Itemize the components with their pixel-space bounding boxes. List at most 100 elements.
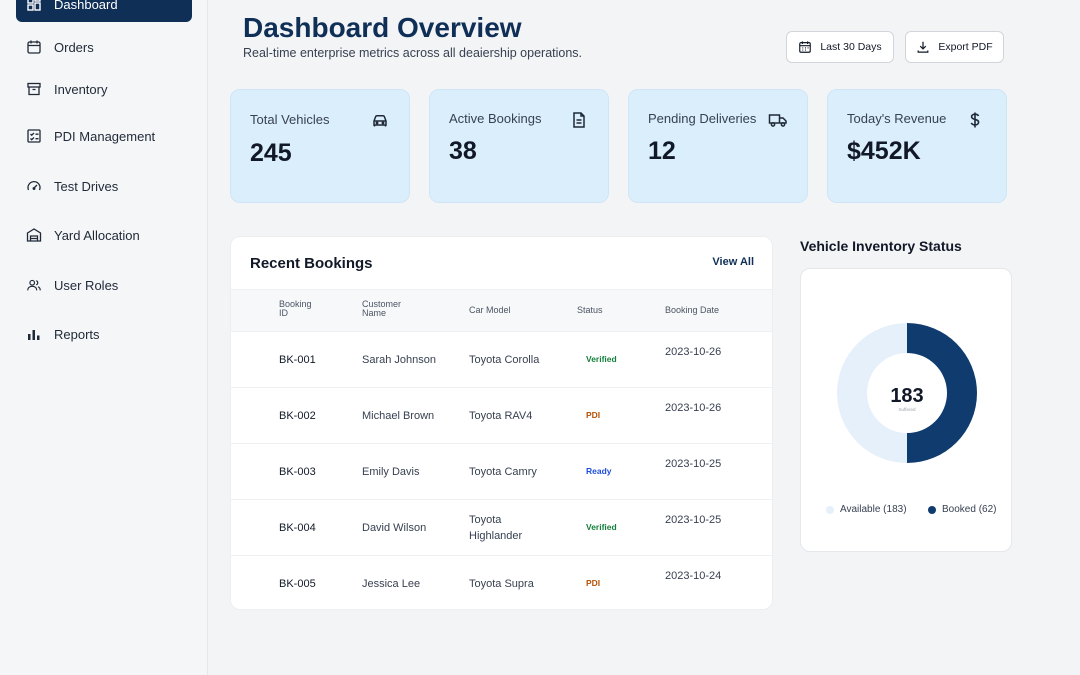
legend-swatch-available <box>826 505 834 514</box>
booking-id: BK-002 <box>279 410 316 422</box>
bar-chart-icon <box>28 330 40 340</box>
donut-center-value: 183 <box>890 385 923 407</box>
calendar-icon <box>799 41 812 53</box>
sidebar-item-dashboard[interactable]: Dashboard <box>16 0 192 22</box>
dashboard-icon <box>27 0 41 11</box>
status-badge: PDI <box>586 578 601 588</box>
car-icon <box>373 115 387 127</box>
stat-label: Total Vehicles <box>250 112 330 127</box>
export-pdf-label: Export PDF <box>938 41 993 53</box>
sidebar-item-label: Reports <box>54 326 100 342</box>
truck-icon <box>768 114 787 127</box>
car-model: Toyota Highlander <box>469 514 523 542</box>
stat-value: 12 <box>648 137 676 165</box>
sidebar-item-label: Yard Allocation <box>54 227 140 243</box>
booking-date: 2023-10-24 <box>665 570 722 582</box>
sidebar-item-test-drives[interactable]: Test Drives <box>16 168 192 204</box>
car-model: Toyota Supra <box>469 578 534 590</box>
customer-name: David Wilson <box>362 522 427 534</box>
stat-label: Active Bookings <box>449 111 542 126</box>
column-header-status: Status <box>577 305 603 315</box>
sidebar-item-user-roles[interactable]: User Roles <box>16 267 192 303</box>
table-row[interactable]: BK-002 Michael Brown Toyota RAV4 PDI 202… <box>231 388 772 444</box>
stat-value: 245 <box>250 139 292 167</box>
stat-card-active-bookings: Active Bookings 38 <box>429 89 609 203</box>
table-row[interactable]: BK-003 Emily Davis Toyota Camry Ready 20… <box>231 444 772 500</box>
sidebar-item-label: Test Drives <box>54 178 119 194</box>
recent-bookings-title: Recent Bookings <box>250 255 373 272</box>
stat-value: $452K <box>847 137 921 165</box>
checklist-icon <box>27 129 41 143</box>
legend-swatch-booked <box>928 505 936 514</box>
status-badge: Ready <box>586 466 612 476</box>
sidebar-item-pdi-management[interactable]: PDI Management <box>16 118 192 154</box>
status-badge: PDI <box>586 410 601 420</box>
booking-date: 2023-10-26 <box>665 402 722 414</box>
column-header-customer-name: Customer Name <box>362 299 402 318</box>
calendar-icon <box>27 40 41 54</box>
legend-label-booked: Booked (62) <box>942 504 997 515</box>
booking-date: 2023-10-26 <box>665 346 722 358</box>
booking-id: BK-005 <box>279 578 316 590</box>
users-icon <box>27 279 41 291</box>
page-subtitle: Real-time enterprise metrics across all … <box>243 46 583 60</box>
stat-value: 38 <box>449 137 477 165</box>
column-header-booking-id: Booking ID <box>279 299 312 318</box>
table-header: Booking ID Customer Name Car Model Statu… <box>231 289 772 332</box>
download-icon <box>917 41 929 53</box>
stat-card-pending-deliveries: Pending Deliveries 12 <box>628 89 808 203</box>
sidebar-item-label: Dashboard <box>54 0 118 12</box>
legend-item-booked: Booked (62) <box>928 504 996 515</box>
donut-center-subtext: Suffered <box>899 407 916 412</box>
booking-date: 2023-10-25 <box>665 458 722 470</box>
inventory-donut-chart: 183 Suffered <box>836 323 977 463</box>
customer-name: Emily Davis <box>362 466 420 478</box>
dollar-icon <box>970 112 980 128</box>
inventory-status-card: 183 Suffered Available (183) Booked (62) <box>800 268 1012 552</box>
booking-id: BK-004 <box>279 522 316 534</box>
view-all-link[interactable]: View All <box>712 256 754 268</box>
sidebar-item-label: Inventory <box>54 81 108 97</box>
inventory-status-title: Vehicle Inventory Status <box>800 238 962 254</box>
booking-id: BK-003 <box>279 466 316 478</box>
legend-label-available: Available (183) <box>840 504 907 515</box>
status-badge: Verified <box>586 522 617 532</box>
sidebar-item-label: PDI Management <box>54 128 156 144</box>
sidebar-item-reports[interactable]: Reports <box>16 316 192 352</box>
archive-icon <box>27 82 41 96</box>
legend-item-available: Available (183) <box>826 504 907 515</box>
garage-icon <box>26 228 42 242</box>
table-row[interactable]: BK-001 Sarah Johnson Toyota Corolla Veri… <box>231 332 772 388</box>
sidebar: Dashboard Orders Inventory PDI Managemen… <box>0 0 208 675</box>
recent-bookings-panel: Recent Bookings View All Booking ID Cust… <box>230 236 773 610</box>
sidebar-item-label: User Roles <box>54 277 119 293</box>
car-model: Toyota Corolla <box>469 354 540 366</box>
donut-center <box>867 353 947 433</box>
car-model: Toyota Camry <box>469 466 537 478</box>
date-range-button[interactable]: Last 30 Days <box>786 31 894 63</box>
status-badge: Verified <box>586 354 617 364</box>
car-model: Toyota RAV4 <box>469 410 533 422</box>
sidebar-item-orders[interactable]: Orders <box>16 29 192 65</box>
sidebar-item-yard-allocation[interactable]: Yard Allocation <box>16 217 192 253</box>
sidebar-item-label: Orders <box>54 39 94 55</box>
column-header-booking-date: Booking Date <box>665 305 720 315</box>
document-icon <box>573 112 585 128</box>
table-row[interactable]: BK-004 David Wilson Toyota Highlander Ve… <box>231 500 772 556</box>
column-header-car-model: Car Model <box>469 305 511 315</box>
date-range-label: Last 30 Days <box>820 41 882 53</box>
stat-label: Pending Deliveries <box>648 111 757 126</box>
sidebar-item-inventory[interactable]: Inventory <box>16 71 192 107</box>
page-title: Dashboard Overview <box>243 12 522 43</box>
stat-label: Today's Revenue <box>847 111 947 126</box>
customer-name: Jessica Lee <box>362 578 421 590</box>
export-pdf-button[interactable]: Export PDF <box>905 31 1004 63</box>
stat-card-total-vehicles: Total Vehicles 245 <box>230 89 410 203</box>
stat-card-todays-revenue: Today's Revenue $452K <box>827 89 1007 203</box>
booking-id: BK-001 <box>279 354 316 366</box>
customer-name: Michael Brown <box>362 410 435 422</box>
gauge-icon <box>27 180 41 191</box>
booking-date: 2023-10-25 <box>665 514 722 526</box>
customer-name: Sarah Johnson <box>362 354 436 366</box>
table-row[interactable]: BK-005 Jessica Lee Toyota Supra PDI 2023… <box>231 556 772 609</box>
